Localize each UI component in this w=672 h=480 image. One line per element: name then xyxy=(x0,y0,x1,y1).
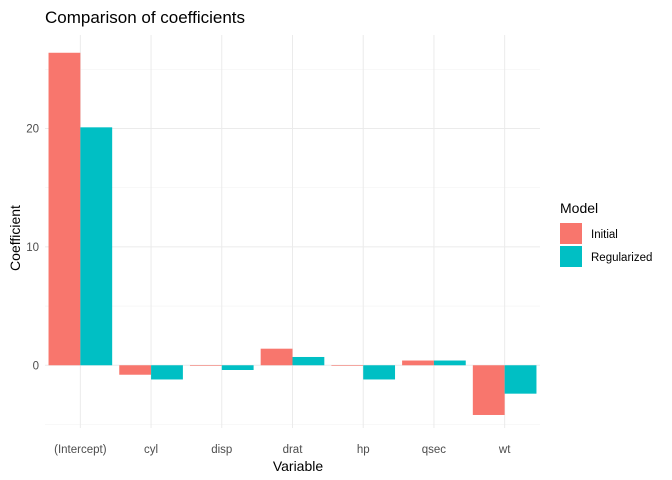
bars xyxy=(48,52,537,415)
x-tick-label: drat xyxy=(283,444,304,456)
x-tick-label: wt xyxy=(498,444,511,456)
bar-regularized-4 xyxy=(363,365,396,380)
bar-initial-2 xyxy=(189,365,222,366)
x-tick-label: qsec xyxy=(422,444,447,456)
y-tick-label: 20 xyxy=(26,124,39,136)
legend-key-initial xyxy=(560,223,582,244)
legend-label-regularized: Regularized xyxy=(591,252,652,264)
bar-initial-1 xyxy=(119,365,152,375)
legend-title: Model xyxy=(560,200,598,216)
bar-regularized-0 xyxy=(80,127,113,366)
bar-initial-3 xyxy=(260,348,293,366)
bar-initial-4 xyxy=(331,365,364,366)
bar-initial-0 xyxy=(48,52,81,366)
x-axis-ticks: (Intercept) cyl disp drat hp qsec wt xyxy=(54,444,511,456)
legend-label-initial: Initial xyxy=(591,229,618,241)
chart-title: Comparison of coefficients xyxy=(45,8,245,27)
x-axis-title: Variable xyxy=(273,458,324,474)
y-tick-label: 0 xyxy=(33,360,39,372)
x-tick-label: cyl xyxy=(144,444,158,456)
bar-regularized-2 xyxy=(221,365,254,370)
bar-initial-6 xyxy=(472,365,505,415)
bar-initial-5 xyxy=(402,360,434,366)
bar-regularized-1 xyxy=(151,365,183,380)
legend-items: Initial Regularized xyxy=(560,223,652,267)
bar-regularized-3 xyxy=(292,356,325,366)
x-tick-label: hp xyxy=(357,444,370,456)
x-tick-label: disp xyxy=(211,444,232,456)
y-tick-label: 10 xyxy=(26,242,39,254)
legend: Model Initial Regularized xyxy=(560,200,652,267)
bar-regularized-6 xyxy=(504,365,537,394)
y-axis-title: Coefficient xyxy=(7,205,23,271)
y-axis-ticks: 0 10 20 xyxy=(26,124,39,373)
bar-regularized-5 xyxy=(433,360,466,366)
legend-key-regularized xyxy=(560,246,582,267)
x-tick-label: (Intercept) xyxy=(54,444,107,456)
